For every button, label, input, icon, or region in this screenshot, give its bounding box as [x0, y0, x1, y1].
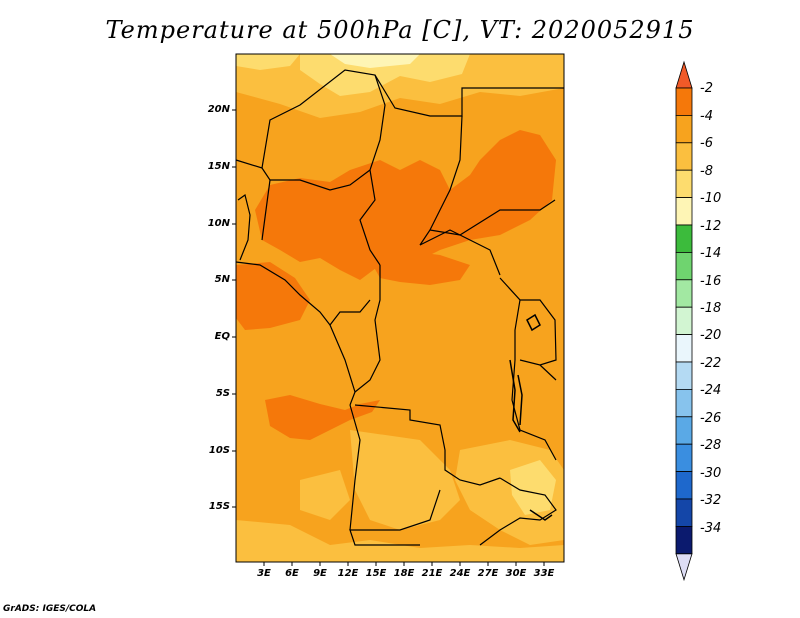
lon-label-18e: 18E	[393, 568, 415, 579]
colorbar-swatch	[675, 306, 693, 336]
map-frame	[235, 53, 565, 563]
lat-label-10n: 10N	[207, 218, 230, 229]
colorbar-swatch	[675, 169, 693, 198]
colorbar-label: -12	[700, 219, 722, 234]
colorbar-swatch	[675, 526, 693, 555]
field-region-central-warm	[370, 250, 470, 285]
lat-label-15s: 15S	[208, 501, 230, 512]
colorbar-label: -28	[700, 438, 722, 453]
colorbar-bottom-arrow	[675, 553, 693, 582]
colorbar-swatch	[675, 251, 693, 281]
map-title: Temperature at 500hPa [C], VT: 202005291…	[105, 16, 695, 44]
lon-label-30e: 30E	[505, 568, 527, 579]
colorbar-swatch	[675, 279, 693, 308]
colorbar-label: -30	[700, 466, 722, 481]
lon-label-9e: 9E	[313, 568, 327, 579]
colorbar-label: -18	[700, 301, 722, 316]
field-region-sahel-warm	[255, 130, 556, 280]
colorbar-label: -14	[700, 246, 722, 261]
colorbar-swatch	[675, 471, 693, 500]
field-region-angola-light	[350, 430, 460, 530]
colorbar-swatch	[675, 498, 693, 527]
field-region-north-lightest	[330, 54, 420, 68]
colorbar-swatch	[675, 87, 693, 116]
lon-label-3e: 3E	[257, 568, 271, 579]
colorbar-label: -32	[700, 493, 722, 508]
lat-label-20n: 20N	[207, 104, 230, 115]
colorbar-swatch	[675, 443, 693, 473]
colorbar-label: -16	[700, 274, 722, 289]
lat-label-eq: EQ	[214, 331, 230, 342]
colorbar-swatch	[675, 197, 693, 226]
credit-text: GrADS: IGES/COLA	[3, 604, 97, 614]
field-region-gulf-warm	[236, 262, 310, 330]
borders	[235, 69, 564, 546]
lon-label-6e: 6E	[285, 568, 299, 579]
colorbar-label: -4	[700, 109, 713, 124]
field-region-north-light	[300, 54, 470, 96]
lat-label-5n: 5N	[214, 274, 230, 285]
lat-label-15n: 15N	[207, 161, 230, 172]
colorbar-swatch	[675, 115, 693, 144]
colorbar-label: -34	[700, 521, 722, 536]
field-region-south-warm	[265, 395, 380, 440]
field-region-namibia-light	[300, 470, 350, 520]
lon-label-33e: 33E	[533, 568, 555, 579]
field-region-south-edge-light	[236, 520, 564, 562]
lon-label-21e: 21E	[421, 568, 443, 579]
colorbar-label: -26	[700, 411, 722, 426]
colorbar-swatch	[675, 416, 693, 445]
colorbar-label: -8	[700, 164, 713, 179]
colorbar	[675, 60, 693, 582]
field-region-northwest-light	[236, 54, 300, 70]
colorbar-swatch	[675, 334, 693, 363]
colorbar-label: -6	[700, 136, 713, 151]
axis-ticks	[232, 109, 545, 566]
lon-label-24e: 24E	[449, 568, 471, 579]
colorbar-label: -20	[700, 328, 722, 343]
colorbar-top-arrow	[675, 60, 693, 89]
colorbar-swatch	[675, 142, 693, 171]
colorbar-label: -2	[700, 81, 713, 96]
lat-label-5s: 5S	[215, 388, 230, 399]
colorbar-swatch	[675, 388, 693, 418]
lon-label-27e: 27E	[477, 568, 499, 579]
colorbar-swatch	[675, 361, 693, 390]
field-region-zambia-lighter	[510, 460, 556, 515]
colorbar-label: -10	[700, 191, 722, 206]
lon-label-15e: 15E	[365, 568, 387, 579]
lat-label-10s: 10S	[208, 445, 230, 456]
colorbar-label: -22	[700, 356, 722, 371]
lon-label-12e: 12E	[337, 568, 359, 579]
colorbar-label: -24	[700, 383, 722, 398]
lakes	[509, 313, 553, 521]
colorbar-swatch	[675, 224, 693, 253]
